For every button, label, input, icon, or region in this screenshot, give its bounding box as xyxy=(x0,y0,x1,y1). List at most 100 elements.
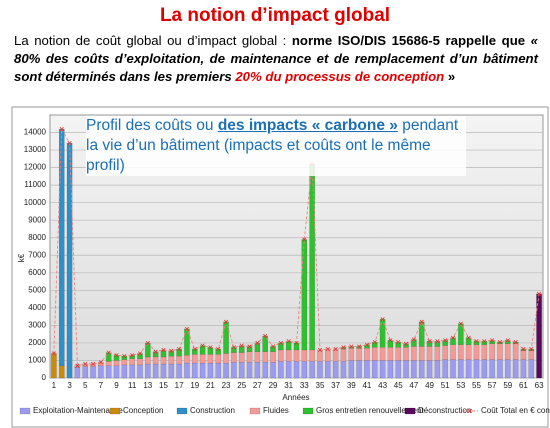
bar-segment xyxy=(231,352,237,363)
x-tick-label: 63 xyxy=(535,381,544,390)
total-marker xyxy=(255,340,260,346)
bar-segment xyxy=(293,361,300,379)
total-marker xyxy=(490,338,495,343)
x-tick-label: 59 xyxy=(503,381,512,390)
x-axis-label: Années xyxy=(282,393,309,402)
bar-segment xyxy=(434,346,441,361)
legend-swatch xyxy=(404,407,416,415)
legend-swatch xyxy=(109,407,121,415)
bar-segment xyxy=(238,345,245,353)
total-marker xyxy=(333,346,338,352)
total-marker xyxy=(114,353,119,358)
bar-segment xyxy=(465,344,472,360)
total-marker xyxy=(137,351,143,356)
total-marker xyxy=(380,317,385,322)
bar-segment xyxy=(176,355,182,365)
total-marker xyxy=(263,333,268,339)
total-marker xyxy=(223,319,229,324)
bar-segment xyxy=(379,347,386,361)
x-tick-label: 7 xyxy=(99,381,104,390)
total-marker xyxy=(419,319,424,324)
bar-segment xyxy=(379,360,386,379)
total-marker xyxy=(482,339,487,344)
bar-segment xyxy=(105,365,112,379)
total-marker xyxy=(278,340,283,346)
total-marker xyxy=(458,321,463,326)
bar-segment xyxy=(176,348,182,357)
total-marker xyxy=(396,339,401,345)
total-marker xyxy=(200,343,205,348)
total-marker xyxy=(75,363,80,368)
bar-segment xyxy=(113,355,120,361)
total-marker xyxy=(364,342,370,347)
total-marker xyxy=(537,291,542,296)
x-tick-label: 27 xyxy=(253,381,262,390)
x-tick-label: 39 xyxy=(347,381,356,390)
bar-segment xyxy=(371,360,378,379)
total-marker xyxy=(435,339,440,344)
bar-segment xyxy=(137,358,143,366)
total-marker xyxy=(529,346,534,352)
x-tick-label: 13 xyxy=(143,381,152,390)
bar-segment xyxy=(489,359,495,379)
total-marker xyxy=(231,345,236,350)
bar-segment xyxy=(348,347,355,361)
bar-segment xyxy=(325,348,331,362)
total-marker xyxy=(317,347,323,353)
bar-segment xyxy=(278,361,284,379)
x-tick-label: 45 xyxy=(394,381,403,390)
bar-segment xyxy=(137,353,143,359)
bar-segment xyxy=(152,356,159,365)
total-marker xyxy=(521,346,526,352)
total-marker xyxy=(466,335,471,340)
bar-segment xyxy=(285,361,292,379)
total-marker xyxy=(341,345,346,350)
total-marker xyxy=(122,354,127,359)
legend-swatch xyxy=(467,408,473,414)
x-tick-label: 11 xyxy=(128,381,137,390)
text: Profil des coûts ou xyxy=(86,117,218,134)
x-tick-label: 17 xyxy=(175,381,184,390)
bar-segment xyxy=(152,351,159,358)
bar-segment xyxy=(254,362,261,379)
x-tick-label: 53 xyxy=(456,381,465,390)
bar-segment xyxy=(246,362,253,379)
text: norme ISO/DIS 15686-5 rappelle que xyxy=(291,33,526,48)
total-marker xyxy=(59,126,64,132)
bar-segment xyxy=(364,360,370,379)
x-tick-label: 43 xyxy=(378,381,387,390)
bar-segment xyxy=(215,348,222,355)
bar-segment xyxy=(113,365,120,379)
bar-segment xyxy=(215,362,222,379)
bar-segment xyxy=(301,239,308,351)
x-tick-label: 37 xyxy=(331,381,340,390)
x-tick-label: 21 xyxy=(206,381,215,390)
bar-segment xyxy=(317,361,323,379)
bar-segment xyxy=(426,340,433,347)
bar-segment xyxy=(262,351,268,363)
bar-segment xyxy=(254,351,261,363)
x-tick-label: 9 xyxy=(114,381,119,390)
bar-segment xyxy=(199,354,206,364)
bar-segment xyxy=(371,347,378,361)
x-tick-label: 49 xyxy=(425,381,434,390)
total-marker xyxy=(177,346,182,352)
bar-segment xyxy=(332,361,339,379)
bar-segment xyxy=(536,293,542,379)
bar-segment xyxy=(301,361,308,379)
bar-segment xyxy=(309,349,315,362)
bar-segment xyxy=(403,347,409,361)
bar-segment xyxy=(207,362,214,379)
total-marker xyxy=(302,237,307,242)
bar-segment xyxy=(223,353,229,364)
y-tick-label: 13000 xyxy=(24,145,47,154)
bar-segment xyxy=(121,359,128,366)
total-marker xyxy=(388,338,393,343)
x-tick-label: 31 xyxy=(284,381,293,390)
total-marker xyxy=(247,344,252,349)
bar-segment xyxy=(497,343,503,360)
bar-segment xyxy=(512,343,519,360)
bar-segment xyxy=(473,344,480,360)
total-marker xyxy=(349,344,354,349)
bar-segment xyxy=(145,356,151,365)
